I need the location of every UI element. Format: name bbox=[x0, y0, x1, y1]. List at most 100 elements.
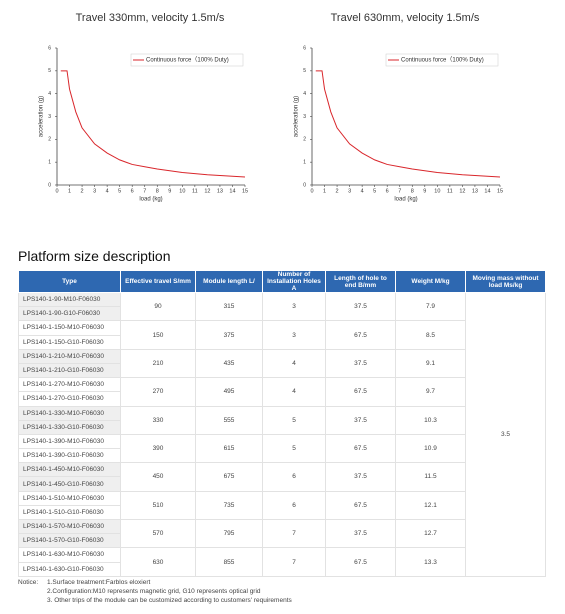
header-cell: Moving mass without load Ms/kg bbox=[465, 270, 546, 293]
x-tick-label: 5 bbox=[373, 188, 376, 194]
y-tick-label: 4 bbox=[303, 91, 306, 97]
value-cell: 12.1 bbox=[395, 490, 466, 521]
x-tick-label: 5 bbox=[118, 188, 121, 194]
y-axis-label: acceleration (g) bbox=[39, 96, 45, 137]
x-tick-label: 6 bbox=[131, 188, 134, 194]
x-tick-label: 8 bbox=[411, 188, 414, 194]
notice-item: 2.Configuration:M10 represents magnetic … bbox=[47, 588, 261, 595]
x-tick-label: 14 bbox=[229, 188, 235, 194]
x-tick-label: 14 bbox=[484, 188, 490, 194]
type-cell: LPS140-1-90-G10-F06030 bbox=[18, 306, 121, 322]
table-row: LPS140-1-150-M10-F06030 150 375 3 67.5 8.5 bbox=[18, 320, 546, 350]
header-row: Type Effective travel S/mm Module length L… bbox=[18, 270, 546, 293]
data-line bbox=[315, 70, 501, 178]
value-cell: 615 bbox=[195, 433, 263, 464]
x-tick-label: 12 bbox=[204, 188, 210, 194]
type-cell: LPS140-1-450-M10-F06030 bbox=[18, 462, 121, 478]
moving-mass-cell: 3.5 bbox=[465, 292, 546, 577]
x-tick-label: 12 bbox=[459, 188, 465, 194]
x-tick-label: 13 bbox=[472, 188, 478, 194]
header-cell: Module length L/ bbox=[195, 270, 263, 293]
legend-box bbox=[130, 53, 244, 67]
y-tick-label: 4 bbox=[48, 91, 51, 97]
x-tick-label: 1 bbox=[68, 188, 71, 194]
table-row: LPS140-1-90-M10-F06030 90 315 3 37.5 7.9 3.5 bbox=[18, 291, 546, 577]
value-cell: 795 bbox=[195, 518, 263, 549]
legend-box bbox=[385, 53, 499, 67]
y-tick-label: 0 bbox=[48, 182, 51, 188]
type-cell: LPS140-1-630-M10-F06030 bbox=[18, 547, 121, 563]
value-cell: 10.9 bbox=[395, 433, 466, 464]
type-cell: LPS140-1-150-G10-F06030 bbox=[18, 334, 121, 350]
type-cell: LPS140-1-510-M10-F06030 bbox=[18, 490, 121, 506]
type-cell: LPS140-1-270-G10-F06030 bbox=[18, 391, 121, 407]
value-cell: 735 bbox=[195, 490, 263, 521]
type-cell: LPS140-1-330-M10-F06030 bbox=[18, 405, 121, 421]
value-cell: 7 bbox=[262, 518, 326, 549]
table-row: LPS140-1-330-M10-F06030 330 555 5 37.5 10.3 bbox=[18, 405, 546, 435]
value-cell: 67.5 bbox=[325, 547, 396, 577]
value-cell: 9.7 bbox=[395, 377, 466, 407]
value-cell: 90 bbox=[120, 291, 196, 322]
y-tick-label: 1 bbox=[303, 159, 306, 165]
table-row: LPS140-1-390-M10-F06030 390 615 5 67.5 10.9 bbox=[18, 433, 546, 464]
type-cell: LPS140-1-450-G10-F06030 bbox=[18, 476, 121, 492]
value-cell: 6 bbox=[262, 462, 326, 492]
value-cell: 5 bbox=[262, 433, 326, 464]
x-tick-label: 4 bbox=[106, 188, 109, 194]
notice-label: Notice: bbox=[18, 579, 39, 586]
y-tick-label: 2 bbox=[48, 137, 51, 143]
type-cell: LPS140-1-630-G10-F06030 bbox=[18, 561, 121, 577]
value-cell: 630 bbox=[120, 547, 196, 577]
y-tick-label: 1 bbox=[48, 159, 51, 165]
x-axis-label: load (kg) bbox=[139, 197, 162, 203]
section-title: Platform size description bbox=[18, 248, 171, 264]
value-cell: 570 bbox=[120, 518, 196, 549]
value-cell: 9.1 bbox=[395, 348, 466, 379]
x-tick-label: 8 bbox=[156, 188, 159, 194]
notice-item: 1.Surface treatment:Farblos eloxiert bbox=[47, 579, 151, 586]
type-cell: LPS140-1-270-M10-F06030 bbox=[18, 377, 121, 393]
value-cell: 13.3 bbox=[395, 547, 466, 577]
value-cell: 5 bbox=[262, 405, 326, 435]
table-row: LPS140-1-450-M10-F06030 450 675 6 37.5 11.5 bbox=[18, 462, 546, 492]
y-tick-label: 2 bbox=[303, 137, 306, 143]
y-axis-label: acceleration (g) bbox=[294, 96, 300, 137]
table-row: LPS140-1-570-G10-F06030 bbox=[18, 533, 546, 549]
y-tick-label: 5 bbox=[48, 68, 51, 74]
value-cell: 37.5 bbox=[325, 518, 396, 549]
x-tick-label: 10 bbox=[434, 188, 440, 194]
x-tick-label: 0 bbox=[310, 188, 313, 194]
x-tick-label: 11 bbox=[447, 188, 453, 194]
y-tick-label: 6 bbox=[303, 45, 306, 51]
value-cell: 37.5 bbox=[325, 348, 396, 379]
value-cell: 37.5 bbox=[325, 462, 396, 492]
chart-title: Travel 330mm, velocity 1.5m/s bbox=[76, 12, 225, 24]
value-cell: 12.7 bbox=[395, 518, 466, 549]
x-tick-label: 15 bbox=[242, 188, 248, 194]
x-tick-label: 13 bbox=[217, 188, 223, 194]
value-cell: 510 bbox=[120, 490, 196, 521]
value-cell: 150 bbox=[120, 320, 196, 350]
header-cell: Number of Installation Holes A bbox=[262, 270, 326, 293]
type-cell: LPS140-1-570-G10-F06030 bbox=[18, 533, 121, 549]
value-cell: 67.5 bbox=[325, 377, 396, 407]
value-cell: 4 bbox=[262, 377, 326, 407]
type-cell: LPS140-1-390-G10-F06030 bbox=[18, 448, 121, 464]
x-tick-label: 6 bbox=[386, 188, 389, 194]
type-cell: LPS140-1-390-M10-F06030 bbox=[18, 433, 121, 450]
y-tick-label: 3 bbox=[303, 114, 306, 120]
notice-item: 3. Other trips of the module can be cust… bbox=[47, 597, 292, 604]
header-cell: Type bbox=[18, 270, 121, 293]
x-tick-label: 15 bbox=[497, 188, 503, 194]
value-cell: 67.5 bbox=[325, 490, 396, 521]
value-cell: 3 bbox=[262, 291, 326, 322]
y-tick-label: 5 bbox=[303, 68, 306, 74]
legend-label: Continuous force（100% Duty) bbox=[146, 57, 229, 64]
x-tick-label: 9 bbox=[168, 188, 171, 194]
x-tick-label: 11 bbox=[192, 188, 198, 194]
value-cell: 210 bbox=[120, 348, 196, 379]
type-cell: LPS140-1-570-M10-F06030 bbox=[18, 518, 121, 535]
